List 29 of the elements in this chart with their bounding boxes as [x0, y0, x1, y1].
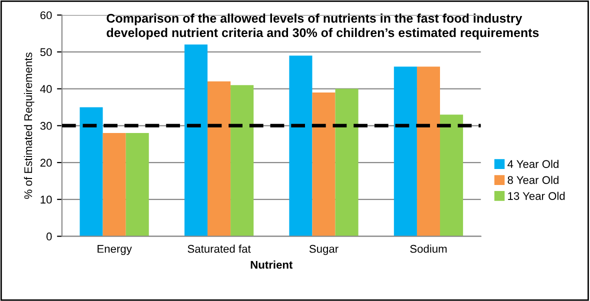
legend-label: 4 Year Old — [508, 160, 558, 168]
y-tick-label: 40 — [40, 85, 52, 93]
bar — [208, 81, 231, 236]
y-tick-label: 0 — [46, 232, 52, 240]
bar — [312, 92, 336, 236]
bar — [126, 133, 149, 236]
y-axis-title: % of Estimated Requirements — [24, 52, 34, 199]
x-tick-label: Energy — [98, 245, 132, 255]
bar — [394, 66, 417, 236]
y-tick-label: 50 — [40, 48, 52, 56]
chart-title: Comparison of the allowed levels of nutrients in the fast food industry developed nutrient criteria and 30% of children’s estimated requirements — [106, 14, 539, 40]
bar — [184, 44, 208, 236]
x-axis-title: Nutrient — [250, 260, 293, 269]
bar — [416, 66, 440, 236]
x-tick-label: Sodium — [410, 244, 447, 253]
legend-label: 8 Year Old — [508, 176, 558, 184]
y-tick-label: 60 — [40, 11, 52, 20]
bar — [335, 88, 358, 236]
bar — [80, 107, 103, 236]
bar — [230, 85, 254, 236]
y-tick-label: 20 — [40, 158, 52, 167]
bar — [289, 56, 312, 236]
bar — [102, 133, 126, 236]
y-tick-label: 30 — [40, 122, 52, 130]
x-tick-label: Saturated fat — [188, 244, 251, 253]
y-tick-label: 10 — [40, 196, 52, 204]
legend-label: 13 Year Old — [508, 192, 565, 200]
bar — [440, 114, 464, 236]
x-tick-label: Sugar — [309, 244, 338, 255]
